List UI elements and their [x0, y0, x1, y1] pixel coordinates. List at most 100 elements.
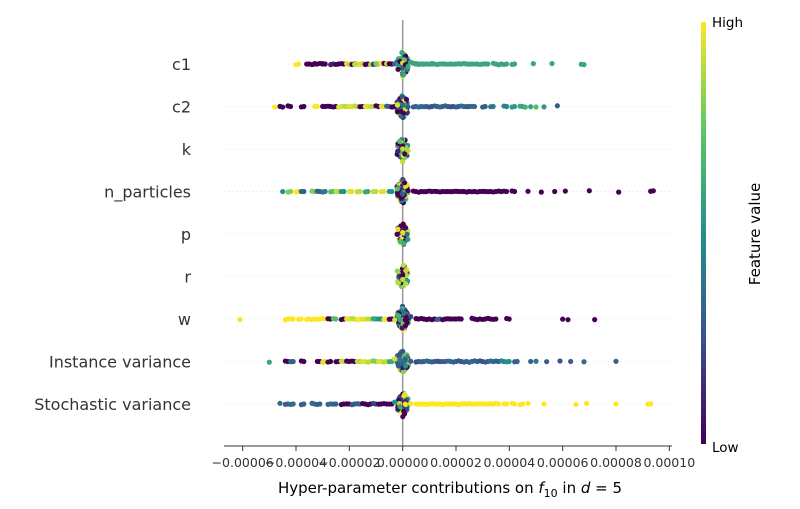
- point-c2-42: [533, 104, 539, 110]
- point-c1-50-b: [511, 61, 518, 67]
- x-axis-title-f: f: [538, 479, 546, 497]
- point-stochastic-variance-20: [402, 401, 408, 407]
- point-stochastic-variance-2-b: [290, 401, 296, 407]
- point-c2-34-b: [471, 103, 478, 110]
- x-tick-label-1: −0.00004: [265, 455, 327, 470]
- point-instance-variance-2-b: [290, 358, 296, 365]
- point-instance-variance-18: [392, 356, 398, 362]
- point-n-particles-0: [280, 188, 286, 195]
- point-stochastic-variance-0: [277, 400, 283, 406]
- point-stochastic-variance-19: [397, 403, 403, 410]
- point-k-1: [400, 146, 406, 152]
- feature-label-n-particles: n_particles: [104, 183, 191, 203]
- point-stochastic-variance-5-b: [317, 401, 323, 407]
- point-n-particles-39: [538, 189, 544, 195]
- x-axis-title-eq: = 5: [590, 479, 622, 497]
- point-c2-43: [541, 104, 547, 110]
- point-stochastic-variance-43: [573, 401, 579, 408]
- beeswarm-points: [237, 50, 656, 420]
- point-instance-variance-40-b: [514, 358, 520, 365]
- point-instance-variance-center: [402, 363, 409, 369]
- x-tick-label-6: 0.00006: [537, 455, 589, 470]
- point-n-particles-13-b: [373, 188, 379, 195]
- colorbar-low-label: Low: [712, 440, 739, 456]
- point-instance-variance-41: [528, 358, 534, 365]
- point-k-center: [395, 148, 401, 154]
- feature-label-instance-variance: Instance variance: [49, 353, 191, 372]
- point-n-particles-18: [405, 188, 411, 194]
- point-n-particles-42: [586, 188, 592, 194]
- point-w-32-b: [458, 316, 464, 322]
- point-instance-variance-39-b: [506, 358, 512, 365]
- point-c2-40: [522, 104, 528, 110]
- point-p-center: [395, 226, 401, 232]
- point-w-22: [402, 317, 408, 323]
- point-c2-center: [400, 110, 407, 116]
- point-r-center: [403, 281, 409, 287]
- point-stochastic-variance-18: [392, 399, 398, 405]
- point-stochastic-variance-38-b: [503, 401, 510, 407]
- point-instance-variance-0: [266, 359, 272, 365]
- point-p-center: [401, 240, 407, 246]
- point-stochastic-variance-40-b: [519, 401, 526, 407]
- point-c2-0: [272, 104, 278, 110]
- point-p-1: [400, 229, 406, 236]
- x-tick-label-4: 0.00002: [430, 455, 482, 470]
- point-n-particles-40: [552, 188, 558, 195]
- point-c2-38-b: [511, 103, 518, 110]
- point-c1-0-b: [295, 61, 302, 67]
- point-n-particles-37-b: [511, 188, 518, 195]
- point-w-38-b: [506, 316, 512, 322]
- x-axis-title-sub: 10: [544, 487, 558, 500]
- point-instance-variance-center: [400, 348, 406, 354]
- point-n-particles-16: [394, 186, 400, 192]
- point-c1-54: [581, 62, 587, 68]
- point-n-particles-43: [616, 189, 622, 195]
- feature-label-c2: c2: [172, 98, 191, 117]
- point-p-center: [405, 236, 411, 243]
- point-instance-variance-46: [581, 359, 587, 365]
- point-instance-variance-42: [533, 358, 539, 364]
- point-c1-28: [405, 63, 411, 70]
- point-p-center: [394, 231, 400, 237]
- point-stochastic-variance-45: [613, 401, 619, 407]
- point-n-particles-1-b: [287, 188, 294, 195]
- point-stochastic-variance-41: [525, 400, 531, 407]
- point-c1-49-b: [503, 61, 510, 67]
- point-c2-center: [403, 96, 410, 103]
- point-c2-35-b: [482, 103, 488, 110]
- point-stochastic-variance-21: [408, 401, 414, 407]
- point-c2-44: [554, 103, 560, 109]
- point-instance-variance-20: [402, 356, 408, 362]
- point-n-particles-center: [398, 195, 404, 201]
- x-tick-label-5: 0.00004: [483, 455, 535, 470]
- point-w-20: [392, 317, 398, 323]
- point-c2-22: [405, 104, 411, 110]
- x-tick-label-2: −0.00002: [318, 455, 380, 470]
- point-n-particles-17: [400, 191, 406, 197]
- point-c2-21: [400, 101, 406, 108]
- point-c1-52: [549, 60, 555, 67]
- point-r-center: [403, 267, 409, 274]
- point-n-particles-12-b: [365, 188, 371, 195]
- x-tick-label-0: −0.00006: [212, 455, 274, 470]
- point-n-particles-3-b: [301, 188, 307, 195]
- point-n-particles-41: [562, 188, 568, 194]
- feature-label-c1: c1: [172, 55, 191, 74]
- point-c2-41: [528, 104, 534, 110]
- point-c1-center: [400, 72, 407, 78]
- point-w-9-b: [333, 316, 339, 322]
- point-c1-center: [399, 50, 405, 56]
- point-p-center: [404, 231, 410, 237]
- point-c1-5-b: [322, 61, 328, 67]
- point-c1-51: [530, 61, 536, 67]
- colorbar-high-label: High: [712, 15, 743, 31]
- point-n-particles-center: [401, 180, 408, 186]
- point-c2-4-b: [301, 103, 307, 110]
- point-n-particles-center: [402, 184, 409, 190]
- point-n-particles-11-b: [357, 188, 363, 195]
- point-stochastic-variance-42: [541, 401, 547, 407]
- point-w-center: [400, 311, 407, 317]
- colorbar-title: Feature value: [746, 183, 764, 285]
